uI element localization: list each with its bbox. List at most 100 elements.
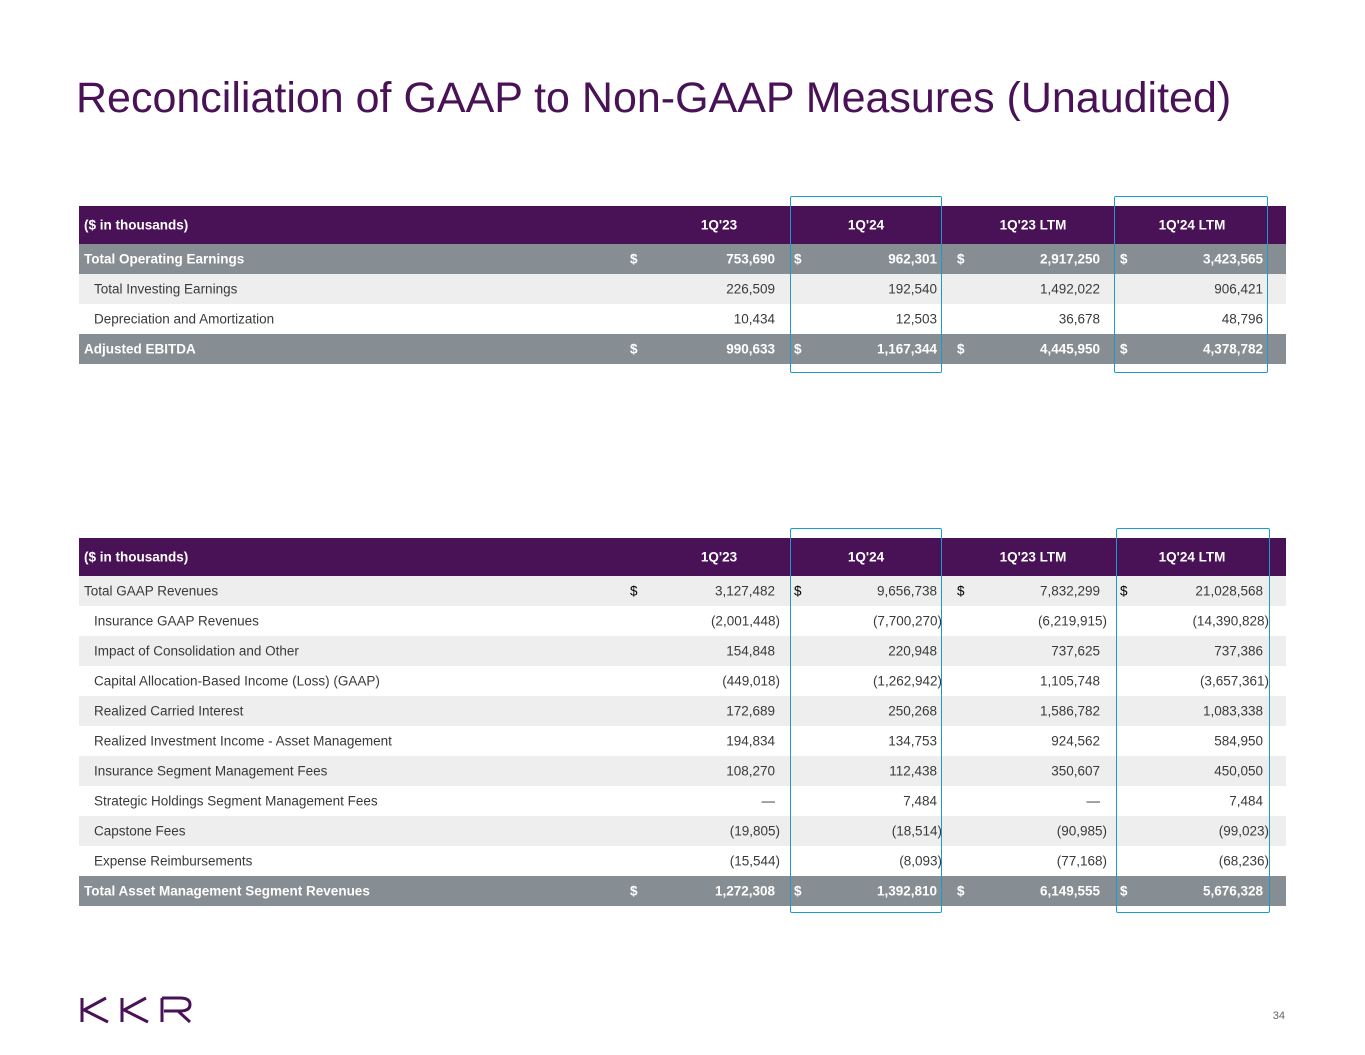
cell-1q24-ltm: 1,083,338 — [1202, 703, 1263, 719]
kkr-logo — [80, 996, 194, 1029]
cell-1q23: (15,544) — [729, 853, 780, 869]
header-units-label: ($ in thousands) — [84, 217, 189, 233]
cell-1q23: 990,633 — [726, 341, 775, 357]
currency-symbol: $ — [1120, 341, 1128, 357]
row-label: Impact of Consolidation and Other — [94, 643, 299, 659]
cell-1q23-ltm: 2,917,250 — [1039, 251, 1100, 267]
adjusted-ebitda-table: ($ in thousands) 1Q'23 1Q'24 1Q'23 LTM 1… — [79, 206, 1286, 364]
currency-symbol: $ — [1120, 251, 1128, 267]
row-label: Adjusted EBITDA — [84, 341, 196, 357]
page-title: Reconciliation of GAAP to Non-GAAP Measu… — [76, 74, 1232, 122]
row-label: Depreciation and Amortization — [94, 311, 275, 327]
col-header-1q24: 1Q'24 — [847, 549, 885, 565]
cell-1q24: (8,093) — [899, 853, 942, 869]
table-row: Capital Allocation-Based Income (Loss) (… — [79, 666, 1286, 696]
cell-1q23-ltm: 7,832,299 — [1039, 583, 1100, 599]
col-header-1q24: 1Q'24 — [847, 217, 885, 233]
cell-1q24-ltm: 21,028,568 — [1195, 583, 1263, 599]
cell-1q23: (2,001,448) — [710, 613, 780, 629]
highlight-1q24-ltm-column — [1116, 528, 1270, 913]
table-row: Adjusted EBITDA $ 990,633 $ 1,167,344 $ … — [79, 334, 1286, 364]
table-row: Total Investing Earnings 226,509 192,540… — [79, 274, 1286, 304]
cell-1q24-ltm: 3,423,565 — [1202, 251, 1263, 267]
table-row: Capstone Fees (19,805) (18,514) (90,985)… — [79, 816, 1286, 846]
cell-1q23-ltm: 1,586,782 — [1039, 703, 1100, 719]
row-label: Capstone Fees — [94, 823, 186, 839]
cell-1q23-ltm: 1,105,748 — [1039, 673, 1100, 689]
col-header-1q23-ltm: 1Q'23 LTM — [999, 217, 1067, 233]
cell-1q24-ltm: (68,236) — [1218, 853, 1269, 869]
row-label: Realized Investment Income - Asset Manag… — [94, 733, 392, 749]
cell-1q23: 172,689 — [726, 703, 775, 719]
highlight-1q24-ltm-column — [1114, 196, 1268, 373]
cell-1q23-ltm: 924,562 — [1051, 733, 1100, 749]
cell-1q24-ltm: (3,657,361) — [1199, 673, 1269, 689]
cell-1q23-ltm: 4,445,950 — [1039, 341, 1100, 357]
currency-symbol: $ — [794, 251, 802, 267]
cell-1q24: 1,167,344 — [876, 341, 937, 357]
cell-1q24: 9,656,738 — [876, 583, 937, 599]
cell-1q24-ltm: 5,676,328 — [1202, 883, 1263, 899]
cell-1q24: 112,438 — [889, 763, 937, 779]
currency-symbol: $ — [1120, 583, 1128, 599]
cell-1q24-ltm: 7,484 — [1229, 793, 1263, 809]
cell-1q24-ltm: (14,390,828) — [1192, 613, 1269, 629]
cell-1q24-ltm: 737,386 — [1214, 643, 1263, 659]
row-label: Total Asset Management Segment Revenues — [84, 883, 370, 899]
table-header: ($ in thousands) 1Q'23 1Q'24 1Q'23 LTM 1… — [79, 206, 1286, 244]
currency-symbol: $ — [957, 883, 965, 899]
row-label: Insurance Segment Management Fees — [94, 763, 328, 779]
currency-symbol: $ — [1120, 883, 1128, 899]
row-label: Total Investing Earnings — [94, 281, 238, 297]
currency-symbol: $ — [630, 583, 638, 599]
cell-1q23-ltm: 36,678 — [1058, 311, 1100, 327]
row-label: Realized Carried Interest — [94, 703, 244, 719]
currency-symbol: $ — [794, 583, 802, 599]
row-label: Expense Reimbursements — [94, 853, 253, 869]
cell-1q24-ltm: 48,796 — [1221, 311, 1263, 327]
table-row: Insurance Segment Management Fees 108,27… — [79, 756, 1286, 786]
cell-1q23: 753,690 — [726, 251, 775, 267]
table-row: Impact of Consolidation and Other 154,84… — [79, 636, 1286, 666]
col-header-1q24-ltm: 1Q'24 LTM — [1158, 217, 1226, 233]
cell-1q24: (7,700,270) — [872, 613, 942, 629]
col-header-1q23: 1Q'23 — [700, 217, 738, 233]
cell-1q24: 220,948 — [888, 643, 937, 659]
col-header-1q24-ltm: 1Q'24 LTM — [1158, 549, 1226, 565]
cell-1q24: 7,484 — [903, 793, 937, 809]
cell-1q24: 192,540 — [888, 281, 937, 297]
cell-1q23: 3,127,482 — [714, 583, 775, 599]
asset-management-revenues-table: ($ in thousands) 1Q'23 1Q'24 1Q'23 LTM 1… — [79, 538, 1286, 906]
cell-1q23: 226,509 — [726, 281, 775, 297]
cell-1q24: 250,268 — [888, 703, 937, 719]
cell-1q23: 1,272,308 — [714, 883, 775, 899]
table-row: Total Asset Management Segment Revenues … — [79, 876, 1286, 906]
cell-1q24-ltm: 4,378,782 — [1202, 341, 1263, 357]
table-row: Insurance GAAP Revenues (2,001,448) (7,7… — [79, 606, 1286, 636]
cell-1q23: 10,434 — [733, 311, 775, 327]
row-label: Insurance GAAP Revenues — [94, 613, 259, 629]
table-row: Total GAAP Revenues $ 3,127,482 $ 9,656,… — [79, 576, 1286, 606]
cell-1q23: — — [761, 793, 776, 809]
highlight-1q24-column — [790, 528, 942, 913]
row-label: Capital Allocation-Based Income (Loss) (… — [94, 673, 380, 689]
cell-1q23: 194,834 — [726, 733, 775, 749]
cell-1q24: (1,262,942) — [872, 673, 942, 689]
currency-symbol: $ — [957, 583, 965, 599]
row-label: Total Operating Earnings — [84, 251, 245, 267]
cell-1q23-ltm: 350,607 — [1051, 763, 1100, 779]
cell-1q24-ltm: 450,050 — [1214, 763, 1263, 779]
table-row: Strategic Holdings Segment Management Fe… — [79, 786, 1286, 816]
cell-1q24: (18,514) — [891, 823, 942, 839]
row-label: Strategic Holdings Segment Management Fe… — [94, 793, 378, 809]
currency-symbol: $ — [630, 341, 638, 357]
cell-1q24: 1,392,810 — [876, 883, 937, 899]
header-units-label: ($ in thousands) — [84, 549, 189, 565]
kkr-logo-mark — [80, 996, 192, 1024]
currency-symbol: $ — [957, 341, 965, 357]
cell-1q23-ltm: 737,625 — [1051, 643, 1100, 659]
cell-1q23: (19,805) — [729, 823, 780, 839]
cell-1q24-ltm: 906,421 — [1214, 281, 1263, 297]
cell-1q23-ltm: 1,492,022 — [1039, 281, 1100, 297]
cell-1q23: 108,270 — [726, 763, 775, 779]
